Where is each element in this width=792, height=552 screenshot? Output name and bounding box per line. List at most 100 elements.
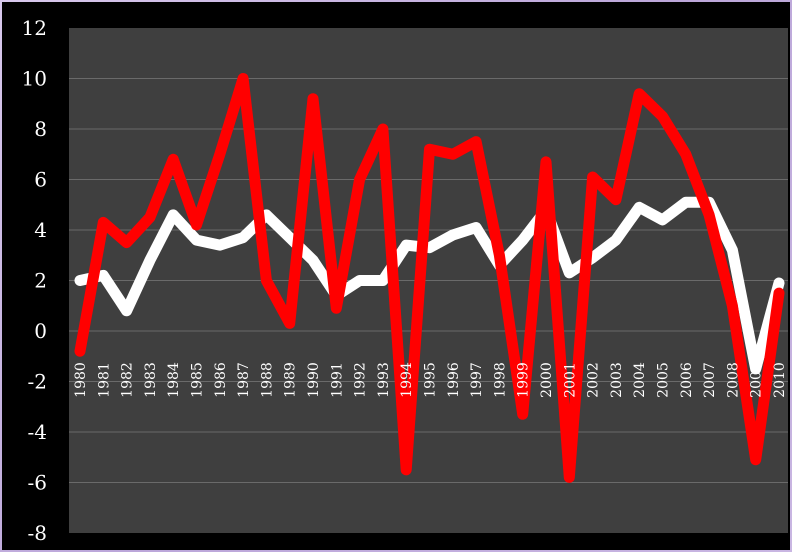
series-2-point xyxy=(263,278,269,283)
x-tick-label: 1991 xyxy=(329,362,345,398)
x-tick-label: 2008 xyxy=(725,362,741,398)
series-2-point xyxy=(683,151,689,157)
series-2-point xyxy=(77,348,83,354)
y-tick-label: -2 xyxy=(28,370,47,394)
series-1-point xyxy=(380,278,386,283)
x-tick-label: 2002 xyxy=(586,362,602,398)
series-2-point xyxy=(753,457,759,463)
series-2-point xyxy=(706,212,712,218)
series-1-point xyxy=(753,366,759,372)
x-tick-label: 2009 xyxy=(749,362,765,398)
series-1-point xyxy=(683,199,689,205)
x-tick-label: 1982 xyxy=(120,362,136,398)
series-1-point xyxy=(287,235,293,241)
series-1-point xyxy=(566,270,572,276)
series-2-point xyxy=(170,156,176,162)
series-2-point xyxy=(240,76,246,81)
series-2-point xyxy=(543,159,549,165)
x-tick-label: 1999 xyxy=(516,362,532,398)
series-2-point xyxy=(380,126,386,132)
series-1-point xyxy=(240,235,246,241)
series-2-point xyxy=(357,177,363,182)
series-2-point xyxy=(473,139,479,145)
y-tick-label: 8 xyxy=(34,117,47,141)
y-tick-label: 2 xyxy=(34,269,47,293)
x-tick-label: 1989 xyxy=(283,362,299,398)
series-2-point xyxy=(403,467,409,473)
series-2-point xyxy=(660,113,665,119)
series-2-point xyxy=(729,303,735,309)
x-tick-label: 1992 xyxy=(353,362,369,398)
series-1-point xyxy=(660,217,665,223)
series-2-points xyxy=(77,76,782,480)
y-tick-label: 12 xyxy=(22,16,47,40)
x-tick-label: 2001 xyxy=(562,362,578,398)
series-1-point xyxy=(124,308,130,314)
y-tick-label: 4 xyxy=(34,218,47,242)
series-1-point xyxy=(403,242,409,248)
x-tick-label: 1986 xyxy=(213,362,229,398)
series-2-point xyxy=(450,151,456,157)
series-2-point xyxy=(124,240,130,246)
x-tick-label: 1984 xyxy=(166,362,182,398)
x-tick-label: 1985 xyxy=(190,362,206,398)
series-2-point xyxy=(566,474,572,480)
series-1-point xyxy=(357,278,363,283)
series-2-point xyxy=(636,91,642,97)
x-tick-label: 1990 xyxy=(306,362,322,398)
series-1-point xyxy=(170,212,176,218)
x-tick-label: 1980 xyxy=(73,362,89,398)
x-tick-label: 1983 xyxy=(143,362,159,398)
x-tick-label: 1987 xyxy=(236,362,252,398)
series-1-point xyxy=(217,242,223,248)
series-2-point xyxy=(496,252,502,258)
series-1-point xyxy=(450,232,456,238)
x-tick-label: 1996 xyxy=(446,362,462,398)
series-1-point xyxy=(613,237,619,243)
series-2-point xyxy=(333,305,339,311)
series-2-point xyxy=(217,151,223,157)
x-tick-label: 1993 xyxy=(376,362,392,398)
series-1-point xyxy=(194,237,199,243)
series-2-point xyxy=(427,146,432,152)
x-tick-label: 2005 xyxy=(656,362,672,398)
y-tick-label: -4 xyxy=(28,420,47,444)
x-tick-label: 1995 xyxy=(423,362,439,398)
y-tick-label: 6 xyxy=(34,168,47,192)
x-tick-label: 2000 xyxy=(539,362,555,398)
series-1-point xyxy=(147,257,153,263)
series-2-point xyxy=(100,219,106,225)
series-2-point xyxy=(287,320,293,326)
y-tick-label: 0 xyxy=(34,319,47,343)
series-1-point xyxy=(77,278,83,283)
x-tick-label: 1997 xyxy=(469,362,485,398)
series-1-point xyxy=(776,280,782,286)
series-1-point xyxy=(100,272,106,278)
x-tick-label: 1998 xyxy=(492,362,508,398)
y-tick-label: -6 xyxy=(28,471,47,495)
series-2-point xyxy=(776,290,782,296)
series-1-point xyxy=(427,245,432,251)
x-tick-label: 2004 xyxy=(632,362,648,398)
x-tick-label: 1981 xyxy=(96,362,112,398)
series-1-point xyxy=(636,204,642,210)
x-tick-label: 2007 xyxy=(702,362,718,398)
series-1-point xyxy=(520,237,526,243)
series-2-point xyxy=(520,411,526,417)
x-tick-label: 2003 xyxy=(609,362,625,398)
series-2-point xyxy=(194,222,199,228)
x-tick-label: 1994 xyxy=(399,362,415,398)
x-tick-label: 2006 xyxy=(679,362,695,398)
x-tick-label: 1988 xyxy=(259,362,275,398)
series-2-point xyxy=(613,197,619,203)
y-tick-label: 10 xyxy=(22,67,47,91)
x-tick-label: 2010 xyxy=(772,362,788,398)
series-1-point xyxy=(310,257,316,263)
series-2-point xyxy=(310,96,316,102)
series-1-point xyxy=(473,225,479,230)
y-tick-label: -8 xyxy=(28,521,47,545)
series-1-point xyxy=(729,247,735,253)
series-2-point xyxy=(147,214,153,220)
